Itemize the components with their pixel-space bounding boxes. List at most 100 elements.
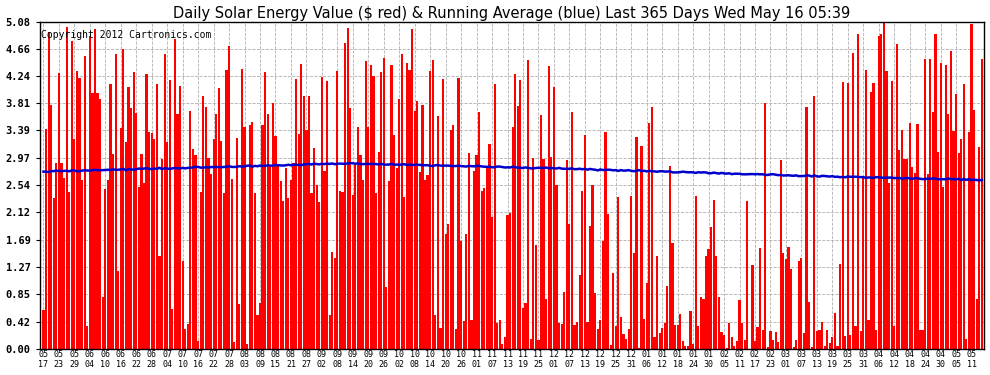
Bar — [734, 346, 736, 349]
Bar — [633, 253, 635, 349]
Bar — [540, 114, 543, 349]
Bar — [842, 82, 843, 349]
Bar — [705, 256, 707, 349]
Bar — [226, 70, 228, 349]
Bar — [565, 160, 568, 349]
Bar — [380, 72, 382, 349]
Bar — [109, 84, 112, 349]
Bar — [264, 72, 266, 349]
Bar — [123, 49, 125, 349]
Bar — [248, 125, 250, 349]
Bar — [117, 271, 120, 349]
Bar — [102, 297, 104, 349]
Bar — [862, 176, 864, 349]
Bar — [133, 72, 135, 349]
Bar — [533, 158, 535, 349]
Bar — [917, 124, 919, 349]
Bar — [700, 297, 702, 349]
Bar — [935, 34, 937, 349]
Bar — [344, 44, 346, 349]
Bar — [138, 187, 140, 349]
Text: Copyright 2012 Cartronics.com: Copyright 2012 Cartronics.com — [42, 30, 212, 40]
Bar — [911, 166, 914, 349]
Bar — [279, 181, 282, 349]
Bar — [141, 154, 143, 349]
Bar — [346, 28, 348, 349]
Bar — [826, 330, 829, 349]
Bar — [759, 248, 761, 349]
Bar — [620, 317, 622, 349]
Bar — [708, 249, 710, 349]
Bar — [591, 185, 594, 349]
Bar — [383, 58, 385, 349]
Bar — [339, 190, 341, 349]
Bar — [148, 132, 150, 349]
Bar — [146, 74, 148, 349]
Bar — [754, 341, 756, 349]
Bar — [277, 166, 279, 349]
Bar — [721, 332, 723, 349]
Bar — [795, 340, 797, 349]
Bar — [808, 302, 810, 349]
Bar — [125, 142, 127, 349]
Bar — [161, 159, 163, 349]
Bar — [390, 64, 393, 349]
Bar — [272, 104, 274, 349]
Bar — [702, 299, 705, 349]
Bar — [398, 99, 400, 349]
Bar — [168, 80, 171, 349]
Bar — [300, 64, 302, 349]
Bar — [107, 180, 109, 349]
Bar — [806, 107, 808, 349]
Bar — [419, 172, 421, 349]
Bar — [872, 84, 875, 349]
Bar — [411, 29, 413, 349]
Bar — [816, 331, 818, 349]
Bar — [295, 78, 297, 349]
Bar — [205, 107, 207, 349]
Bar — [849, 335, 851, 349]
Bar — [473, 171, 475, 349]
Bar — [197, 341, 199, 349]
Bar — [427, 175, 429, 349]
Bar — [467, 153, 470, 349]
Bar — [207, 158, 210, 349]
Bar — [342, 192, 344, 349]
Bar — [875, 330, 877, 349]
Bar — [552, 87, 555, 349]
Bar — [638, 348, 641, 349]
Bar — [261, 125, 263, 349]
Bar — [176, 114, 178, 349]
Bar — [112, 154, 114, 349]
Bar — [89, 36, 91, 349]
Bar — [545, 298, 547, 349]
Bar — [821, 322, 823, 349]
Bar — [351, 195, 353, 349]
Bar — [274, 136, 276, 349]
Bar — [689, 311, 692, 349]
Bar — [563, 292, 565, 349]
Bar — [726, 348, 728, 349]
Bar — [416, 101, 419, 349]
Bar — [832, 337, 834, 349]
Bar — [192, 150, 194, 349]
Bar — [767, 347, 769, 349]
Bar — [94, 29, 96, 349]
Bar — [406, 63, 408, 349]
Bar — [377, 152, 380, 349]
Bar — [978, 147, 980, 349]
Bar — [491, 217, 493, 349]
Bar — [480, 191, 483, 349]
Bar — [769, 332, 771, 349]
Bar — [625, 339, 628, 349]
Bar — [313, 148, 315, 349]
Bar — [576, 322, 578, 349]
Bar — [442, 79, 445, 349]
Bar — [901, 130, 903, 349]
Bar — [517, 106, 519, 349]
Bar — [354, 165, 356, 349]
Bar — [615, 326, 617, 349]
Bar — [846, 83, 848, 349]
Bar — [305, 130, 308, 349]
Bar — [970, 24, 972, 349]
